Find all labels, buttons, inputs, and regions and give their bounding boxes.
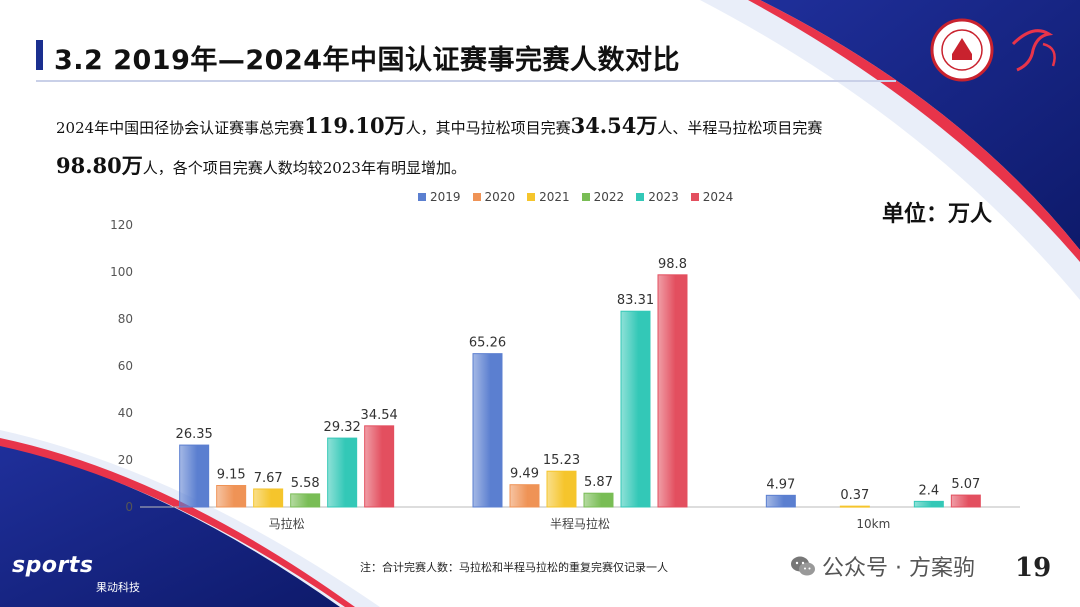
legend-item-2020: 2020 bbox=[472, 190, 516, 204]
bar-2023-2 bbox=[913, 500, 944, 508]
data-label: 9.15 bbox=[217, 467, 246, 482]
wechat-account-text: 公众号 · 方案驹 bbox=[822, 556, 975, 581]
category-label: 半程马拉松 bbox=[550, 516, 610, 531]
data-label: 5.58 bbox=[291, 476, 320, 491]
bar-2024-0 bbox=[364, 425, 395, 508]
data-label: 98.8 bbox=[658, 257, 687, 272]
legend-swatch bbox=[636, 193, 645, 201]
bar-2019-2 bbox=[765, 494, 796, 508]
bar-2021-2 bbox=[839, 505, 870, 508]
footnote: 注：合计完赛人数：马拉松和半程马拉松的重复完赛仅记录一人 bbox=[360, 561, 668, 574]
bar-2024-2 bbox=[950, 494, 981, 508]
legend-item-2024: 2024 bbox=[690, 190, 734, 204]
chart-legend: 2019 2020 2021 2022 2023 2024 bbox=[418, 190, 733, 204]
data-label: 7.67 bbox=[254, 471, 283, 486]
y-tick-label: 60 bbox=[118, 359, 133, 373]
summary-value-half-marathon: 98.80万 bbox=[56, 153, 143, 178]
legend-label: 2020 bbox=[484, 190, 516, 204]
summary-text: 2024年中国田径协会认证赛事总完赛 bbox=[56, 119, 305, 137]
data-label: 5.87 bbox=[584, 475, 613, 490]
sports-logo: sports bbox=[12, 553, 94, 578]
legend-item-2021: 2021 bbox=[527, 190, 570, 204]
bar-2022-1 bbox=[583, 492, 614, 508]
sports-logo-subtitle: 果动科技 bbox=[96, 581, 140, 594]
y-tick-label: 40 bbox=[118, 406, 133, 420]
bar-2021-1 bbox=[546, 470, 577, 508]
wechat-icon bbox=[791, 556, 815, 576]
category-label: 马拉松 bbox=[269, 516, 305, 531]
legend-swatch bbox=[690, 193, 699, 201]
data-label: 65.26 bbox=[469, 336, 506, 351]
title-accent-bar bbox=[36, 40, 43, 70]
y-tick-label: 100 bbox=[110, 265, 133, 279]
data-label: 34.54 bbox=[361, 408, 398, 423]
legend-swatch bbox=[472, 193, 481, 201]
bar-2019-0 bbox=[179, 444, 210, 508]
legend-item-2019: 2019 bbox=[418, 190, 461, 204]
bar-2020-1 bbox=[509, 484, 540, 508]
legend-label: 2023 bbox=[648, 190, 679, 204]
legend-swatch bbox=[581, 193, 590, 201]
summary-text: 人、半程马拉松项目完赛 bbox=[657, 119, 823, 137]
y-tick-label: 0 bbox=[125, 500, 133, 514]
legend-swatch bbox=[527, 193, 536, 201]
summary-line-1: 2024年中国田径协会认证赛事总完赛119.10万人，其中马拉松项目完赛34.5… bbox=[56, 110, 822, 140]
data-label: 83.31 bbox=[617, 293, 654, 308]
title-underline bbox=[36, 80, 896, 82]
legend-label: 2019 bbox=[430, 190, 461, 204]
data-label: 29.32 bbox=[324, 420, 361, 435]
summary-text: 人，其中马拉松项目完赛 bbox=[405, 119, 571, 137]
y-tick-label: 20 bbox=[118, 453, 133, 467]
summary-value-total: 119.10万 bbox=[304, 113, 406, 138]
legend-label: 2021 bbox=[539, 190, 570, 204]
summary-value-marathon: 34.54万 bbox=[570, 113, 658, 138]
page-title: 3.2 2019年—2024年中国认证赛事完赛人数对比 bbox=[54, 45, 681, 76]
bar-2020-0 bbox=[216, 484, 247, 508]
wechat-watermark: 公众号 · 方案驹 bbox=[790, 550, 975, 582]
bar-2023-0 bbox=[327, 437, 358, 508]
bar-2019-1 bbox=[472, 353, 503, 508]
data-label: 9.49 bbox=[510, 467, 539, 482]
bar-2021-0 bbox=[253, 488, 284, 508]
legend-swatch bbox=[418, 193, 426, 201]
legend-item-2023: 2023 bbox=[636, 190, 679, 204]
unit-label: 单位：万人 bbox=[882, 202, 993, 227]
legend-item-2022: 2022 bbox=[581, 190, 625, 204]
summary-text: 人，各个项目完赛人数均较2023年有明显增加。 bbox=[142, 159, 466, 177]
y-tick-label: 120 bbox=[110, 218, 133, 232]
data-label: 5.07 bbox=[951, 477, 980, 492]
athletics-association-badge bbox=[930, 18, 994, 82]
legend-label: 2022 bbox=[593, 190, 625, 204]
page-number: 19 bbox=[1015, 553, 1052, 583]
data-label: 26.35 bbox=[176, 427, 213, 442]
china-athletics-logo bbox=[1011, 29, 1056, 72]
y-tick-label: 80 bbox=[118, 312, 133, 326]
data-label: 0.37 bbox=[840, 488, 869, 503]
data-label: 2.4 bbox=[918, 483, 939, 498]
category-label: 10km bbox=[856, 517, 890, 531]
data-label: 15.23 bbox=[543, 453, 580, 468]
data-label: 4.97 bbox=[766, 477, 795, 492]
bar-2024-1 bbox=[657, 274, 688, 508]
bar-2022-0 bbox=[290, 493, 321, 508]
legend-label: 2024 bbox=[702, 190, 734, 204]
bar-2023-1 bbox=[620, 310, 651, 508]
summary-line-2: 98.80万人，各个项目完赛人数均较2023年有明显增加。 bbox=[56, 150, 466, 180]
